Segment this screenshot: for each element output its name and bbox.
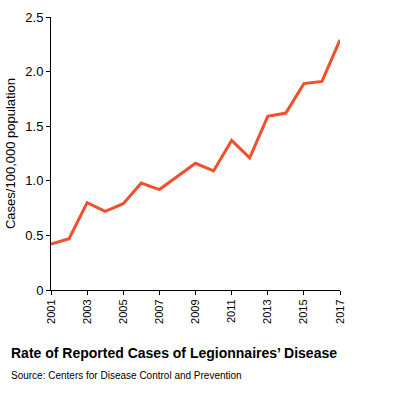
svg-text:1.0: 1.0 [25, 173, 43, 188]
svg-text:2007: 2007 [153, 299, 165, 323]
svg-text:2.5: 2.5 [25, 10, 43, 25]
svg-text:2011: 2011 [225, 299, 237, 323]
svg-text:2017: 2017 [334, 299, 346, 323]
svg-text:Source: Centers for Disease Co: Source: Centers for Disease Control and … [11, 370, 242, 381]
svg-text:2013: 2013 [261, 299, 273, 323]
svg-text:0: 0 [36, 283, 43, 298]
svg-text:2005: 2005 [117, 299, 129, 323]
svg-text:Cases/100,000 population: Cases/100,000 population [3, 78, 18, 229]
svg-text:0.5: 0.5 [25, 228, 43, 243]
svg-text:2.0: 2.0 [25, 64, 43, 79]
svg-text:2015: 2015 [297, 299, 309, 323]
svg-text:2001: 2001 [45, 299, 57, 323]
svg-text:1.5: 1.5 [25, 119, 43, 134]
svg-text:Rate of Reported Cases of Legi: Rate of Reported Cases of Legionnaires’ … [11, 345, 337, 361]
svg-text:2009: 2009 [189, 299, 201, 323]
svg-text:2003: 2003 [81, 299, 93, 323]
